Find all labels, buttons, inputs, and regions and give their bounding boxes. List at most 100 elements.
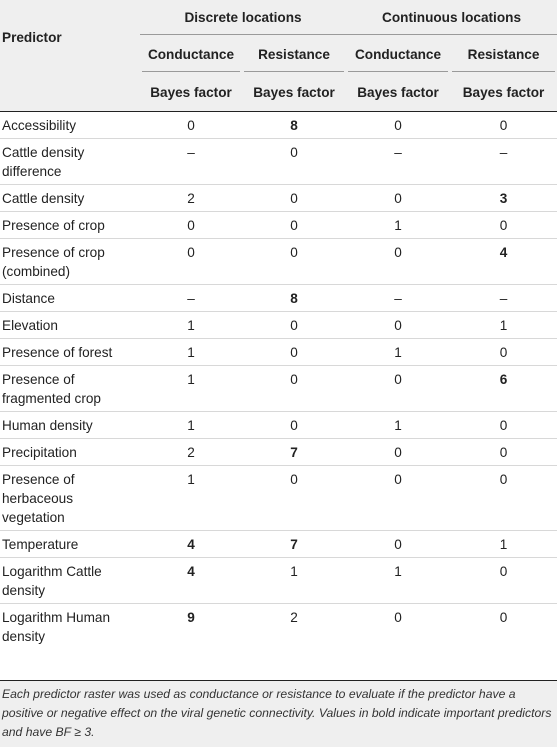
bayes-factor-value: 4 bbox=[187, 537, 195, 552]
bayes-factor-value: 1 bbox=[394, 218, 402, 233]
predictor-name: Presence of herbaceous vegetation bbox=[2, 472, 75, 525]
predictor-name: Cattle density bbox=[2, 191, 85, 206]
bayes-factor-value: 3 bbox=[499, 191, 508, 206]
bayes-factor-value: 0 bbox=[499, 445, 508, 460]
bayes-factor-value: 0 bbox=[187, 245, 195, 260]
predictor-name: Presence of crop bbox=[2, 218, 105, 233]
bayes-factor-value: 0 bbox=[290, 372, 298, 387]
bayes-factor-value: 0 bbox=[499, 610, 508, 625]
bayes-factor-value: 2 bbox=[187, 445, 195, 460]
group-header-discrete: Discrete locations bbox=[140, 0, 347, 37]
subheader-label: Conductance bbox=[142, 39, 240, 72]
bayes-factor-value: 7 bbox=[290, 445, 298, 460]
bayes-factor-value: 1 bbox=[290, 564, 298, 579]
predictor-name: Elevation bbox=[2, 318, 58, 333]
subheader-cell: Conductance bbox=[346, 37, 450, 74]
table-row: Presence of forest 1 0 1 0 bbox=[0, 339, 557, 366]
subheader-cell: Resistance bbox=[450, 37, 557, 74]
bayes-factor-value: 0 bbox=[290, 318, 298, 333]
table-row: Presence of crop 0 0 1 0 bbox=[0, 212, 557, 239]
bayes-factor-value: 0 bbox=[394, 245, 402, 260]
table-row: Logarithm Cattle density 4 1 1 0 bbox=[0, 558, 557, 604]
predictor-name: Cattle density difference bbox=[2, 145, 85, 179]
bayes-factor-value: 1 bbox=[187, 345, 195, 360]
table-body: Accessibility 0 8 0 0 Cattle density differen… bbox=[0, 111, 557, 650]
group-label: Discrete locations bbox=[140, 2, 347, 35]
table-row: Logarithm Human density 9 2 0 0 bbox=[0, 604, 557, 650]
metric-header: Bayes factor bbox=[253, 85, 335, 100]
bayes-factor-value: 0 bbox=[499, 418, 508, 433]
bayes-factor-value: 2 bbox=[187, 191, 195, 206]
bayes-factor-value: 0 bbox=[394, 610, 402, 625]
bayes-factor-value: 1 bbox=[394, 564, 402, 579]
results-table-container: Predictor Discrete locations Continuous … bbox=[0, 0, 557, 650]
bayes-factor-value: 4 bbox=[187, 564, 195, 579]
predictor-name: Temperature bbox=[2, 537, 79, 552]
bayes-factor-value: – bbox=[499, 145, 508, 160]
bayes-factor-value: – bbox=[394, 145, 402, 160]
bayes-factor-value: 7 bbox=[290, 537, 298, 552]
bayes-factor-value: 0 bbox=[290, 218, 298, 233]
predictor-name: Presence of crop (combined) bbox=[2, 245, 105, 279]
bayes-factor-value: 0 bbox=[499, 118, 508, 133]
table-row: Cattle density difference – 0 – – bbox=[0, 139, 557, 185]
bayes-factor-value: 0 bbox=[394, 537, 402, 552]
bayes-factor-value: 0 bbox=[290, 345, 298, 360]
bayes-factor-value: 1 bbox=[499, 537, 508, 552]
bayes-factor-value: 1 bbox=[394, 418, 402, 433]
metric-header: Bayes factor bbox=[150, 85, 232, 100]
bayes-factor-value: 8 bbox=[290, 291, 298, 306]
bayes-factor-value: 0 bbox=[394, 445, 402, 460]
predictor-name: Logarithm Cattle density bbox=[2, 564, 102, 598]
bayes-factor-value: 0 bbox=[290, 245, 298, 260]
metric-header: Bayes factor bbox=[357, 85, 439, 100]
table-row: Presence of fragmented crop 1 0 0 6 bbox=[0, 366, 557, 412]
bayes-factor-table: Predictor Discrete locations Continuous … bbox=[0, 0, 557, 650]
table-row: Human density 1 0 1 0 bbox=[0, 412, 557, 439]
bayes-factor-value: 0 bbox=[394, 318, 402, 333]
table-row: Presence of crop (combined) 0 0 0 4 bbox=[0, 239, 557, 285]
bayes-factor-value: – bbox=[187, 291, 195, 306]
bayes-factor-value: 1 bbox=[187, 418, 195, 433]
bayes-factor-value: 0 bbox=[394, 118, 402, 133]
bayes-factor-value: 0 bbox=[290, 472, 298, 487]
bayes-factor-value: 0 bbox=[394, 372, 402, 387]
bayes-factor-value: 0 bbox=[187, 118, 195, 133]
bayes-factor-value: – bbox=[394, 291, 402, 306]
bayes-factor-value: 1 bbox=[394, 345, 402, 360]
bayes-factor-value: – bbox=[187, 145, 195, 160]
bayes-factor-value: 1 bbox=[499, 318, 508, 333]
subheader-cell: Conductance bbox=[140, 37, 242, 74]
group-header-continuous: Continuous locations bbox=[346, 0, 557, 37]
group-label: Continuous locations bbox=[346, 2, 557, 35]
bayes-factor-value: 1 bbox=[187, 318, 195, 333]
table-row: Accessibility 0 8 0 0 bbox=[0, 112, 557, 139]
table-row: Precipitation 2 7 0 0 bbox=[0, 439, 557, 466]
bayes-factor-value: 0 bbox=[290, 191, 298, 206]
subheader-label: Resistance bbox=[244, 39, 345, 72]
bayes-factor-value: 4 bbox=[499, 245, 508, 260]
bayes-factor-value: – bbox=[499, 291, 508, 306]
table-header: Predictor Discrete locations Continuous … bbox=[0, 0, 557, 112]
predictor-name: Precipitation bbox=[2, 445, 77, 460]
predictor-name: Presence of fragmented crop bbox=[2, 372, 101, 406]
predictor-name: Presence of forest bbox=[2, 345, 113, 360]
table-row: Elevation 1 0 0 1 bbox=[0, 312, 557, 339]
predictor-column-header: Predictor bbox=[2, 29, 62, 45]
bayes-factor-value: 1 bbox=[187, 472, 195, 487]
bayes-factor-value: 0 bbox=[187, 218, 195, 233]
bayes-factor-value: 8 bbox=[290, 118, 298, 133]
metric-header: Bayes factor bbox=[462, 85, 545, 100]
subheader-label: Resistance bbox=[452, 39, 556, 72]
bayes-factor-value: 0 bbox=[499, 472, 508, 487]
metric-empty-cell bbox=[0, 74, 140, 112]
table-row: Cattle density 2 0 0 3 bbox=[0, 185, 557, 212]
table-row: Temperature 4 7 0 1 bbox=[0, 531, 557, 558]
bayes-factor-value: 0 bbox=[499, 564, 508, 579]
bayes-factor-value: 1 bbox=[187, 372, 195, 387]
table-row: Presence of herbaceous vegetation 1 0 0 0 bbox=[0, 466, 557, 531]
subheader-cell: Resistance bbox=[242, 37, 346, 74]
bayes-factor-value: 0 bbox=[394, 472, 402, 487]
table-footnote: Each predictor raster was used as conduc… bbox=[0, 680, 557, 747]
predictor-name: Distance bbox=[2, 291, 55, 306]
